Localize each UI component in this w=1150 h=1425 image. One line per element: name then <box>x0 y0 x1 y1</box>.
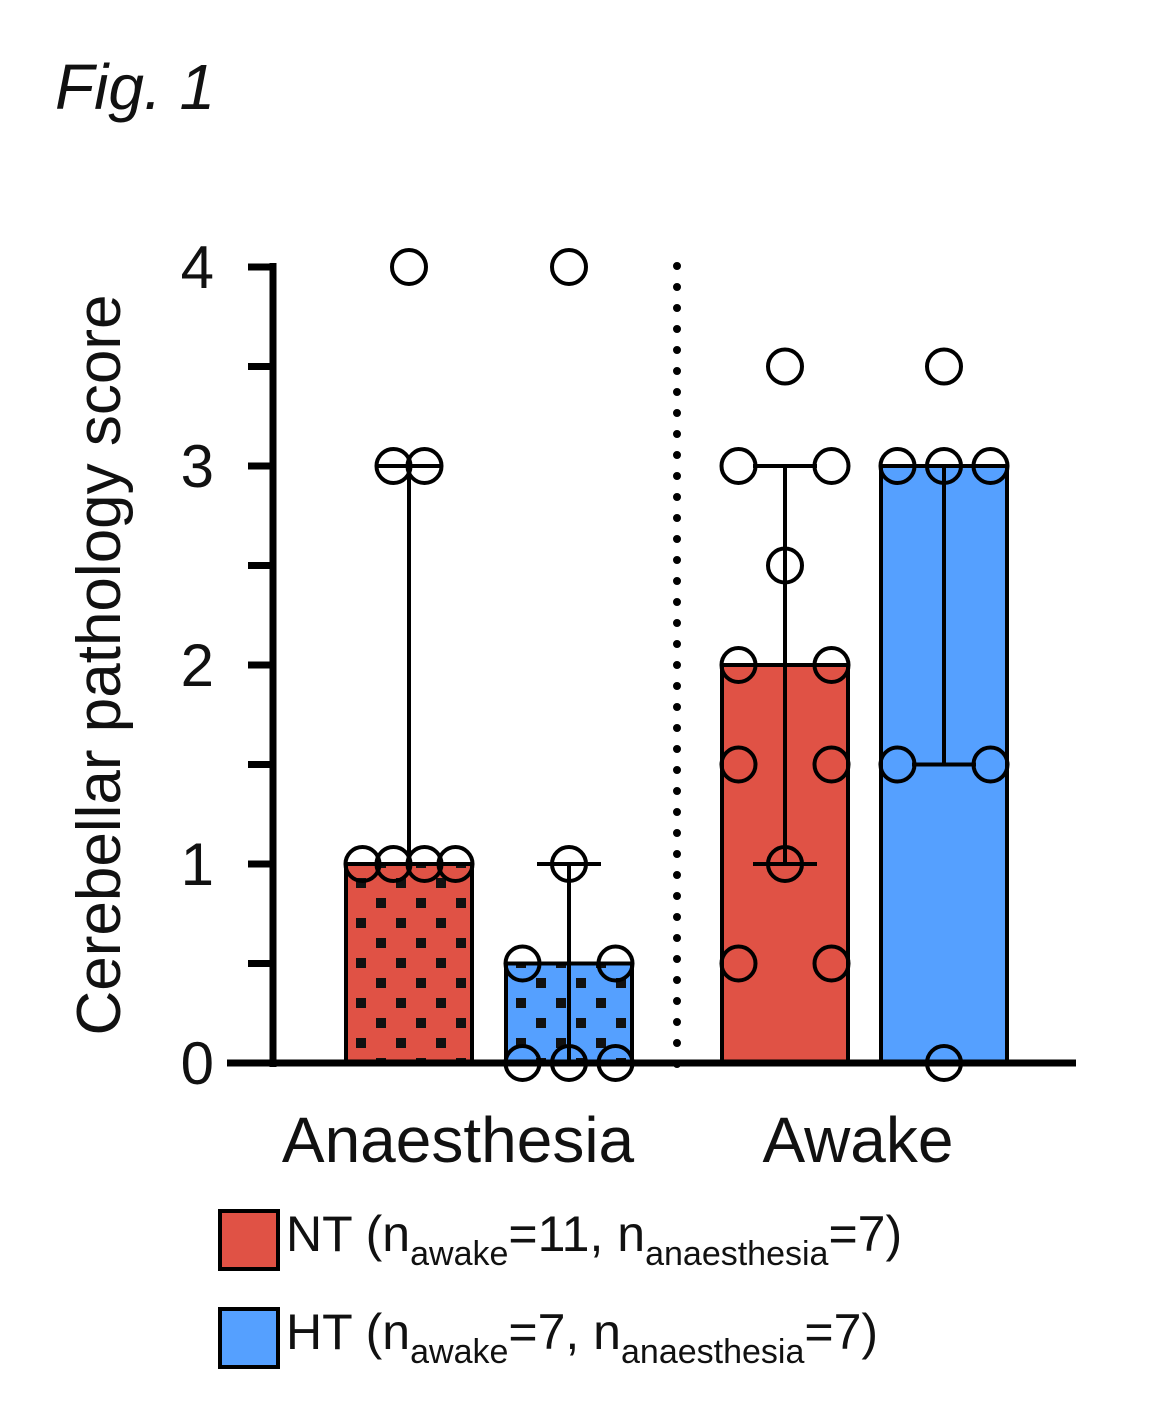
data-point-ht <box>596 944 635 983</box>
data-point-ht <box>550 1044 588 1082</box>
data-point-nt <box>812 646 851 684</box>
data-point-ht <box>550 845 588 883</box>
legend-item-ht: HT (nawake=7, nanaesthesia=7) <box>218 1303 878 1372</box>
data-point-nt <box>405 845 444 883</box>
data-point-ht <box>971 745 1010 784</box>
y-tick-label: 1 <box>181 831 214 898</box>
legend-text-ht: HT (nawake=7, nanaesthesia=7) <box>286 1304 879 1371</box>
y-tick-label: 0 <box>181 1030 214 1097</box>
y-tick-label: 4 <box>181 234 214 301</box>
data-point-ht <box>503 944 542 983</box>
data-point-ht <box>503 1044 542 1082</box>
data-point-ht <box>550 248 588 286</box>
data-point-nt <box>766 845 804 883</box>
data-point-ht <box>971 447 1010 485</box>
x-tick-label-anaesthesia: Anaesthesia <box>282 1104 635 1176</box>
legend-item-nt: NT (nawake=11, nanaesthesia=7) <box>218 1205 902 1274</box>
data-point-nt <box>374 447 413 485</box>
data-point-nt <box>766 347 804 386</box>
y-tick-label: 2 <box>181 632 214 699</box>
data-point-nt <box>812 944 851 983</box>
data-point-nt <box>719 447 758 485</box>
legend-swatch-nt <box>218 1208 280 1271</box>
y-tick-label: 3 <box>181 433 214 500</box>
legend-text-nt: NT (nawake=11, nanaesthesia=7) <box>286 1206 903 1273</box>
data-point-nt <box>812 745 851 784</box>
x-tick-label-awake: Awake <box>763 1104 954 1176</box>
data-point-ht <box>878 745 917 784</box>
y-axis-label: Cerebellar pathology score <box>65 295 134 1036</box>
data-point-nt <box>436 845 475 883</box>
data-point-nt <box>390 248 428 286</box>
data-point-nt <box>343 845 382 883</box>
data-point-nt <box>405 447 444 485</box>
bar-pattern-nt <box>348 866 470 1061</box>
data-point-ht <box>925 447 963 485</box>
data-point-ht <box>925 1044 963 1082</box>
data-point-nt <box>812 447 851 485</box>
data-point-nt <box>719 944 758 983</box>
data-point-nt <box>374 845 413 883</box>
data-point-ht <box>596 1044 635 1082</box>
data-point-nt <box>766 546 804 585</box>
data-point-nt <box>719 745 758 784</box>
legend-swatch-ht <box>218 1306 280 1369</box>
data-point-ht <box>878 447 917 485</box>
figure-label: Fig. 1 <box>55 51 216 123</box>
data-point-nt <box>719 646 758 684</box>
data-point-ht <box>925 347 963 386</box>
